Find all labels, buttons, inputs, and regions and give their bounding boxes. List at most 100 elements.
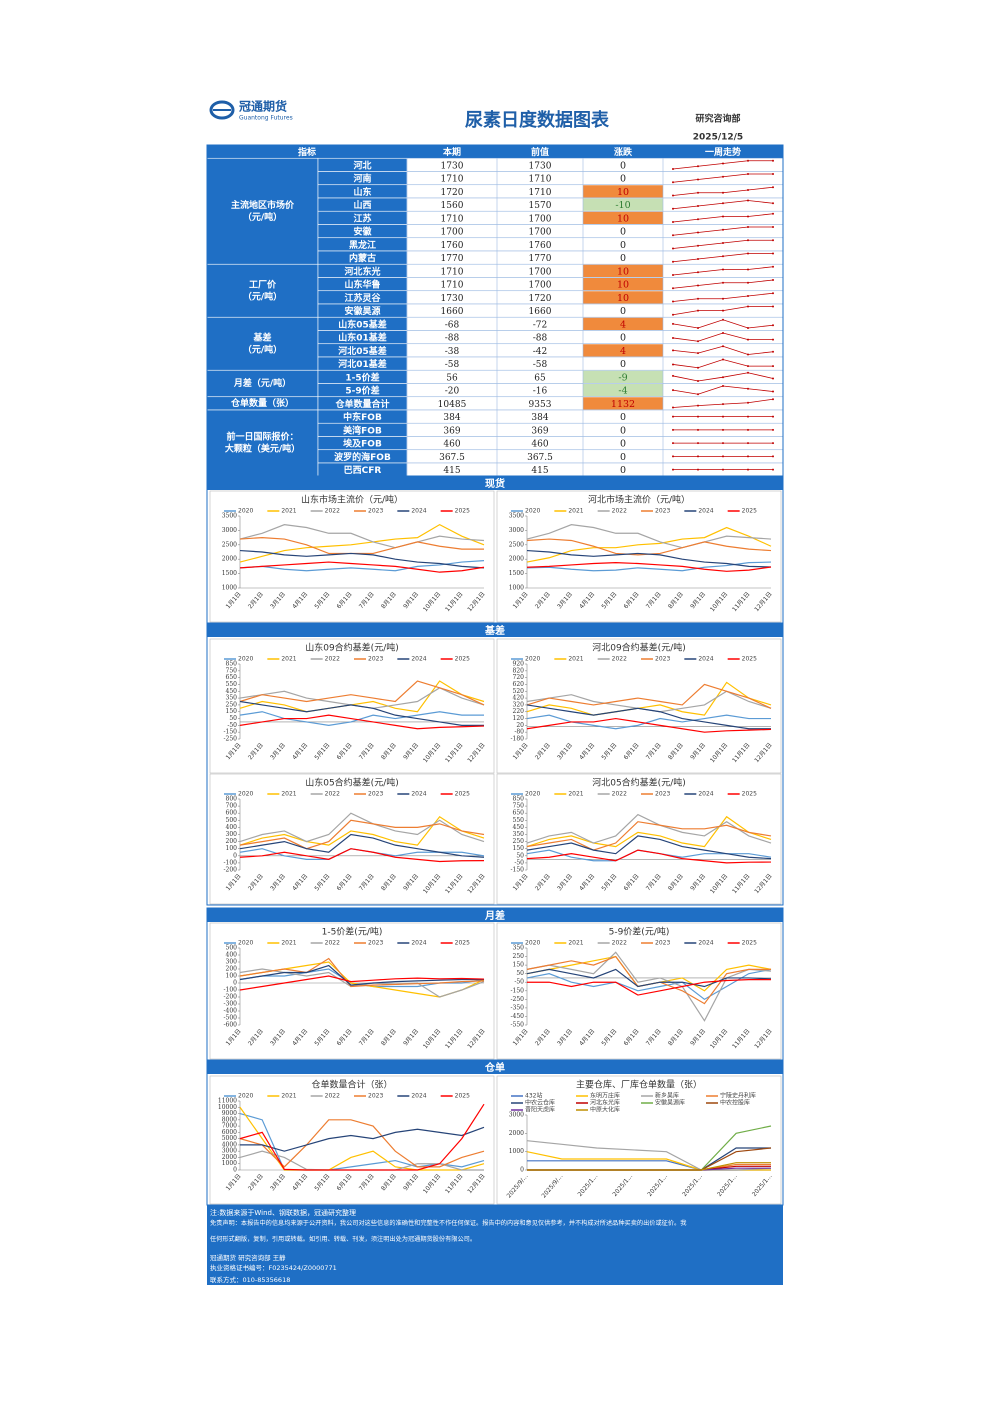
- chart-frame: [209, 638, 495, 774]
- group-cell: [206, 369, 319, 398]
- sparkline-point: [747, 239, 749, 242]
- y-tick-label: 100: [226, 973, 238, 980]
- legend-label: 2021: [281, 791, 296, 798]
- row-name: 巴西CFR: [344, 465, 382, 476]
- y-tick-label: -300: [224, 1001, 238, 1008]
- sparkline-point: [772, 305, 774, 308]
- y-tick-label: 520: [513, 688, 525, 695]
- series-line: [526, 561, 772, 572]
- column-header: 前值: [531, 146, 549, 158]
- sparkline-point: [747, 371, 749, 374]
- sparkline-point: [697, 271, 699, 274]
- sparkline-point: [747, 268, 749, 271]
- sparkline-point: [722, 468, 724, 471]
- sparkline-point: [722, 385, 724, 387]
- y-tick-label: 150: [513, 845, 525, 852]
- legend-label: 2023: [368, 940, 383, 947]
- sparkline-point: [747, 199, 749, 202]
- change-value: 0: [620, 333, 626, 344]
- y-tick-label: 50: [229, 715, 237, 722]
- y-tick-label: -50: [227, 722, 237, 729]
- legend-label: 2021: [281, 508, 296, 515]
- sparkline-point: [697, 455, 699, 458]
- row-name: 河北05基差: [338, 345, 387, 357]
- change-value: 0: [620, 412, 626, 423]
- legend-label: 2023: [368, 508, 383, 515]
- sparkline-point: [697, 165, 699, 168]
- legend-label: 河北东光库: [590, 1099, 620, 1107]
- legend-label: 安徽昊源库: [655, 1099, 685, 1107]
- row-name: 河北东光: [344, 265, 380, 277]
- sparkline-point: [697, 309, 699, 312]
- row-name: 波罗的海FOB: [334, 451, 391, 463]
- legend-label: 2020: [238, 508, 253, 515]
- series-line: [526, 681, 772, 716]
- sparkline-point: [697, 468, 699, 471]
- sparkline-point: [672, 442, 674, 445]
- section-bar: [207, 476, 783, 490]
- group-label: 仓单数量（张）: [230, 397, 294, 409]
- sparkline-point: [772, 279, 774, 281]
- y-tick-label: 250: [513, 838, 525, 845]
- sparkline-point: [772, 252, 774, 255]
- change-value: 0: [620, 439, 626, 450]
- previous-value: 9353: [529, 400, 552, 410]
- sparkline-point: [697, 442, 699, 445]
- sparkline-point: [722, 255, 724, 258]
- current-value: 415: [443, 466, 460, 476]
- sparkline-point: [672, 406, 674, 409]
- current-value: -38: [445, 347, 460, 357]
- y-tick-label: -450: [511, 1013, 525, 1020]
- y-tick-label: 250: [226, 701, 238, 708]
- current-value: -20: [445, 387, 460, 397]
- sparkline-point: [697, 231, 699, 234]
- y-tick-label: 50: [516, 970, 524, 977]
- sparkline-point: [722, 215, 724, 218]
- previous-value: 384: [531, 413, 548, 423]
- current-value: 1760: [441, 241, 464, 251]
- disclaimer: 任何形式翻版，复制，引用或转载。如引用、转载、刊发，须注明出处为冠通期货股份有限…: [210, 1235, 476, 1243]
- series-line: [239, 819, 485, 850]
- section-title: 基差: [484, 624, 505, 637]
- sparkline-point: [672, 207, 674, 210]
- sparkline-point: [722, 455, 724, 458]
- group-label: 月差（元/吨）: [233, 377, 291, 389]
- sparkline-point: [722, 175, 724, 178]
- legend-label: 2023: [368, 1093, 383, 1100]
- current-value: 1730: [441, 161, 464, 171]
- sparkline-point: [772, 365, 774, 368]
- chart-title: 河北05合约基差(元/吨): [592, 777, 686, 789]
- change-value: 10: [617, 213, 629, 224]
- section-title: 现货: [485, 477, 505, 490]
- previous-value: 367.5: [527, 453, 553, 463]
- chart-frame: [496, 1075, 782, 1205]
- previous-value: 1710: [529, 188, 552, 198]
- legend-label: 2024: [698, 656, 713, 663]
- change-highlight: [583, 370, 663, 383]
- sparkline-point: [722, 228, 724, 231]
- change-value: 1132: [611, 399, 635, 410]
- sparkline-point: [747, 428, 749, 431]
- legend-label: 2020: [238, 791, 253, 798]
- current-value: -68: [445, 320, 460, 330]
- section-bar: [207, 908, 783, 922]
- y-tick-label: 7000: [222, 1123, 237, 1130]
- y-tick-label: -100: [224, 987, 238, 994]
- sparkline-point: [722, 376, 724, 379]
- y-tick-label: -550: [511, 1022, 525, 1029]
- sparkline-point: [722, 415, 724, 418]
- sparkline-point: [747, 189, 749, 191]
- sparkline-point: [772, 324, 774, 327]
- y-tick-label: 1000: [222, 1160, 237, 1167]
- legend-label: 2021: [281, 656, 296, 663]
- group-label: 大颗粒（美元/吨）: [225, 443, 300, 455]
- sparkline-point: [672, 468, 674, 471]
- sparkline-point: [697, 380, 699, 382]
- change-highlight: [583, 211, 663, 224]
- y-tick-label: 750: [226, 667, 238, 674]
- row-name: 河北01基差: [338, 358, 387, 370]
- series-line: [239, 680, 485, 713]
- legend-label: 中原大化库: [590, 1106, 620, 1114]
- y-tick-label: 1000: [509, 1148, 524, 1155]
